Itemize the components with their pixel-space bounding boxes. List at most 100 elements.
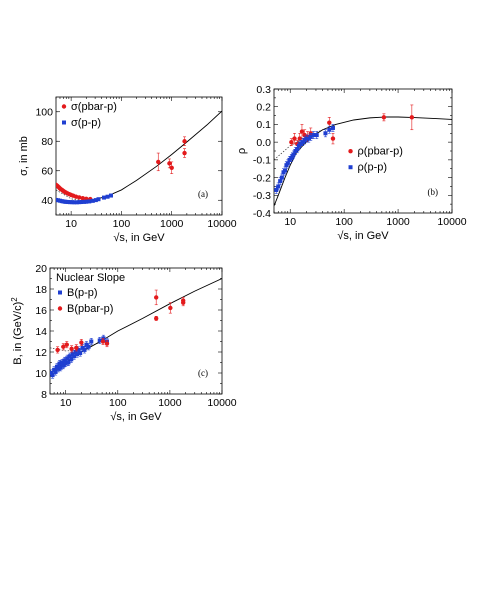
panel-c: 10 100 1000 10000 8 10 12 14 16 18 20 √s, in GeV B, … xyxy=(10,263,237,423)
data-point xyxy=(100,339,106,344)
data-point xyxy=(96,197,101,202)
x-tick-label: 10 xyxy=(60,397,72,409)
data-point xyxy=(299,129,305,134)
y-tick-label: 18 xyxy=(35,284,47,296)
x-tick-label: 100 xyxy=(109,397,127,409)
data-point xyxy=(276,184,281,189)
data-point xyxy=(50,373,55,378)
data-point xyxy=(278,179,283,184)
legend-marker xyxy=(58,290,62,295)
data-point xyxy=(54,364,59,369)
data-point xyxy=(58,365,63,370)
data-point xyxy=(87,199,92,204)
y-axis-label: σ, in mb xyxy=(18,136,30,176)
data-point xyxy=(84,342,89,347)
data-point xyxy=(61,363,66,368)
data-point xyxy=(182,139,187,144)
legend-marker xyxy=(57,306,63,311)
data-point xyxy=(81,199,86,204)
y-tick-label: -0.3 xyxy=(253,190,271,202)
legend-marker xyxy=(348,149,353,154)
data-point xyxy=(90,198,95,203)
data-point xyxy=(72,354,77,359)
legend-title: Nuclear Slope xyxy=(56,272,125,284)
y-tick-label: 0.0 xyxy=(256,137,271,149)
data-point xyxy=(292,136,297,141)
data-point xyxy=(381,115,387,120)
data-point xyxy=(330,136,336,141)
y-tick-label: 100 xyxy=(35,107,53,119)
data-point xyxy=(311,133,316,138)
data-point xyxy=(154,316,159,321)
y-tick-label: -0.2 xyxy=(253,172,271,184)
data-point xyxy=(104,341,110,346)
data-point xyxy=(314,133,319,138)
data-point xyxy=(66,360,71,365)
data-point xyxy=(77,200,82,205)
data-point xyxy=(75,352,80,357)
panel-label: (b) xyxy=(428,187,439,197)
y-tick-label: 40 xyxy=(41,195,53,207)
legend-label: ρ(p-p) xyxy=(358,162,387,174)
y-tick-label: 0.3 xyxy=(256,84,271,96)
data-point xyxy=(154,295,159,300)
x-axis-label: √s, in GeV xyxy=(337,230,389,242)
data-point xyxy=(53,369,58,374)
y-tick-label: -0.4 xyxy=(253,208,271,220)
y-tick-label: 8 xyxy=(41,389,47,401)
data-point xyxy=(291,152,296,157)
data-point xyxy=(283,168,288,173)
plot-area xyxy=(50,278,222,379)
data-point xyxy=(323,131,328,136)
y-tick-label: 16 xyxy=(35,305,47,317)
data-point xyxy=(57,361,62,366)
data-point xyxy=(52,367,57,372)
data-point xyxy=(330,125,335,130)
x-tick-label: 10 xyxy=(65,218,77,230)
data-point xyxy=(295,147,300,152)
data-point xyxy=(304,136,309,141)
data-point xyxy=(108,193,113,198)
x-tick-label: 10000 xyxy=(207,218,236,230)
data-point xyxy=(327,127,332,132)
data-point xyxy=(82,347,87,352)
data-point xyxy=(63,361,68,366)
low-energy-fit-curve xyxy=(50,341,103,352)
data-point xyxy=(105,194,110,199)
y-tick-label: 20 xyxy=(35,263,47,275)
x-tick-label: 10000 xyxy=(437,216,466,228)
y-tick-label: 0.1 xyxy=(256,119,271,131)
data-point xyxy=(61,344,66,349)
panel-label: (c) xyxy=(198,368,208,378)
legend-label: σ(pbar-p) xyxy=(71,101,117,113)
x-tick-label: 100 xyxy=(335,216,353,228)
legend-label: σ(p-p) xyxy=(71,117,101,129)
data-point xyxy=(76,347,81,352)
plot-frame xyxy=(55,96,223,216)
x-tick-label: 10000 xyxy=(207,397,236,409)
data-point xyxy=(86,344,91,349)
data-point xyxy=(80,195,85,201)
data-point xyxy=(55,347,60,353)
panel-label: (a) xyxy=(198,189,208,199)
x-tick-label: 10 xyxy=(284,216,296,228)
x-tick-label: 100 xyxy=(113,218,131,230)
plot-area xyxy=(56,110,222,205)
y-tick-label: 12 xyxy=(35,347,47,359)
data-point xyxy=(306,136,311,141)
y-tick-label: -0.1 xyxy=(253,155,271,167)
data-point xyxy=(168,305,173,311)
data-point xyxy=(89,339,94,344)
plot-area xyxy=(274,104,452,207)
data-point xyxy=(74,345,79,350)
x-tick-label: 1000 xyxy=(160,218,184,230)
panel-b: 10 100 1000 10000 -0.4 -0.3 -0.2 -0.1 0.0 0.1 0.2 0… xyxy=(236,84,467,242)
data-point xyxy=(279,175,284,180)
data-point xyxy=(180,300,186,305)
legend-label: B(p-p) xyxy=(67,287,98,299)
data-point xyxy=(69,357,74,362)
data-point xyxy=(156,159,161,165)
legend-marker xyxy=(61,104,67,109)
data-point xyxy=(289,139,294,145)
